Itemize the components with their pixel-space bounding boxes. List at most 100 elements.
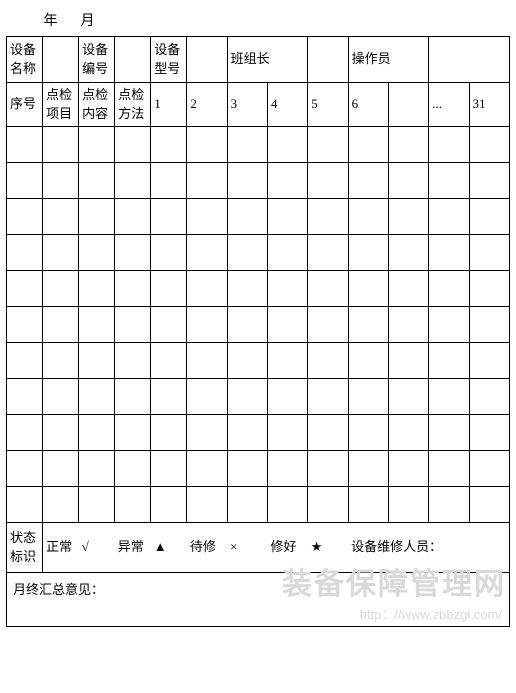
equip-name-value bbox=[43, 37, 79, 83]
table-cell bbox=[43, 415, 79, 451]
table-cell bbox=[267, 343, 307, 379]
table-cell bbox=[348, 307, 388, 343]
table-row bbox=[7, 163, 510, 199]
table-cell bbox=[348, 271, 388, 307]
table-cell bbox=[79, 235, 115, 271]
table-cell bbox=[79, 415, 115, 451]
table-row bbox=[7, 415, 510, 451]
table-cell bbox=[267, 163, 307, 199]
table-cell bbox=[79, 343, 115, 379]
table-cell bbox=[308, 199, 348, 235]
table-cell bbox=[469, 307, 509, 343]
table-cell bbox=[267, 415, 307, 451]
table-cell bbox=[429, 415, 469, 451]
table-cell bbox=[115, 415, 151, 451]
status-normal-label: 正常 bbox=[43, 523, 79, 573]
equip-model-label: 设备型号 bbox=[151, 37, 187, 83]
table-cell bbox=[7, 307, 43, 343]
table-cell bbox=[308, 127, 348, 163]
table-cell bbox=[187, 451, 227, 487]
table-cell bbox=[388, 271, 428, 307]
col-day-31: 31 bbox=[469, 83, 509, 127]
table-cell bbox=[187, 487, 227, 523]
table-cell bbox=[227, 487, 267, 523]
table-cell bbox=[151, 451, 187, 487]
table-cell bbox=[348, 487, 388, 523]
table-cell bbox=[7, 343, 43, 379]
table-cell bbox=[7, 163, 43, 199]
summary-row: 月终汇总意见： bbox=[7, 573, 510, 627]
table-cell bbox=[187, 343, 227, 379]
equip-name-label: 设备名称 bbox=[7, 37, 43, 83]
table-cell bbox=[7, 451, 43, 487]
table-cell bbox=[308, 271, 348, 307]
table-cell bbox=[151, 343, 187, 379]
table-cell bbox=[187, 415, 227, 451]
table-cell bbox=[469, 415, 509, 451]
table-row bbox=[7, 199, 510, 235]
table-cell bbox=[267, 199, 307, 235]
table-cell bbox=[429, 487, 469, 523]
table-cell bbox=[79, 451, 115, 487]
table-cell bbox=[308, 307, 348, 343]
team-leader-value bbox=[308, 37, 348, 83]
table-cell bbox=[348, 199, 388, 235]
table-cell bbox=[308, 163, 348, 199]
table-cell bbox=[227, 307, 267, 343]
table-cell bbox=[348, 343, 388, 379]
table-cell bbox=[227, 415, 267, 451]
table-cell bbox=[267, 235, 307, 271]
table-cell bbox=[115, 451, 151, 487]
table-cell bbox=[151, 379, 187, 415]
status-abnormal-label: 异常 bbox=[115, 523, 151, 573]
table-cell bbox=[308, 343, 348, 379]
table-cell bbox=[151, 163, 187, 199]
equip-no-value bbox=[115, 37, 151, 83]
table-cell bbox=[7, 379, 43, 415]
table-cell bbox=[43, 235, 79, 271]
table-cell bbox=[308, 379, 348, 415]
col-day-1: 1 bbox=[151, 83, 187, 127]
table-cell bbox=[227, 235, 267, 271]
table-cell bbox=[429, 163, 469, 199]
table-cell bbox=[115, 379, 151, 415]
table-cell bbox=[79, 199, 115, 235]
table-cell bbox=[43, 271, 79, 307]
table-cell bbox=[187, 379, 227, 415]
table-cell bbox=[388, 451, 428, 487]
table-cell bbox=[79, 271, 115, 307]
status-maint-label: 设备维修人员： bbox=[348, 523, 509, 573]
table-cell bbox=[308, 487, 348, 523]
year-label: 年 bbox=[44, 14, 58, 29]
table-row bbox=[7, 127, 510, 163]
table-cell bbox=[115, 199, 151, 235]
status-row: 状态标识 正常 √ 异常 ▲ 待修 × 修好 ★ 设备维修人员： bbox=[7, 523, 510, 573]
operator-label: 操作员 bbox=[348, 37, 429, 83]
table-cell bbox=[429, 343, 469, 379]
table-cell bbox=[227, 379, 267, 415]
table-cell bbox=[227, 271, 267, 307]
table-cell bbox=[429, 451, 469, 487]
status-pending-mark: × bbox=[227, 523, 267, 573]
table-cell bbox=[348, 235, 388, 271]
table-cell bbox=[43, 199, 79, 235]
table-cell bbox=[151, 307, 187, 343]
summary-label: 月终汇总意见： bbox=[7, 573, 510, 627]
status-pending-label: 待修 bbox=[187, 523, 227, 573]
table-cell bbox=[267, 307, 307, 343]
table-row bbox=[7, 307, 510, 343]
table-cell bbox=[43, 379, 79, 415]
table-cell bbox=[115, 307, 151, 343]
table-cell bbox=[187, 235, 227, 271]
table-cell bbox=[79, 487, 115, 523]
table-row bbox=[7, 343, 510, 379]
table-cell bbox=[7, 271, 43, 307]
table-cell bbox=[187, 271, 227, 307]
table-cell bbox=[151, 127, 187, 163]
table-cell bbox=[115, 163, 151, 199]
header-row: 设备名称 设备编号 设备型号 班组长 操作员 bbox=[7, 37, 510, 83]
table-cell bbox=[151, 235, 187, 271]
inspection-table: 设备名称 设备编号 设备型号 班组长 操作员 序号 点检项目 点检内容 点检方法… bbox=[6, 36, 510, 627]
table-row bbox=[7, 379, 510, 415]
table-cell bbox=[388, 343, 428, 379]
